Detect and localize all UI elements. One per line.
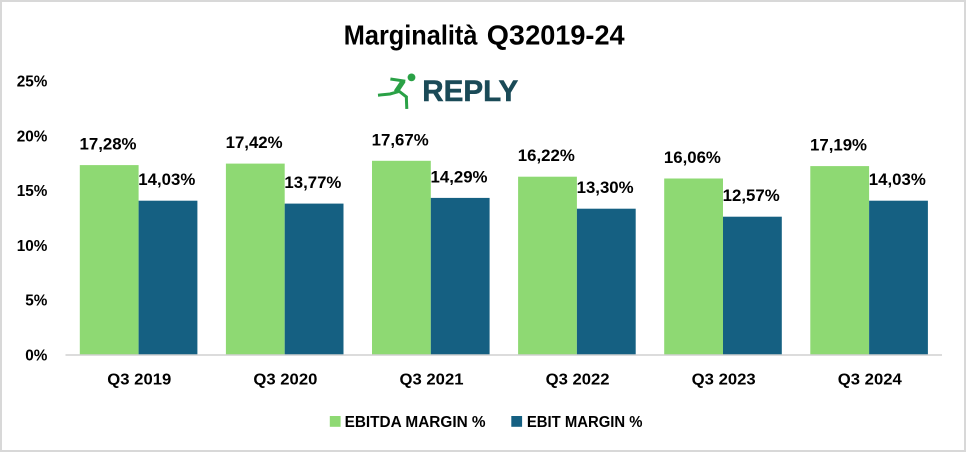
svg-text:EBITDA MARGIN %: EBITDA MARGIN % — [345, 414, 486, 431]
svg-text:10%: 10% — [17, 238, 48, 255]
svg-text:14,29%: 14,29% — [431, 168, 489, 186]
svg-text:5%: 5% — [25, 293, 48, 310]
svg-text:25%: 25% — [17, 74, 48, 91]
svg-text:17,67%: 17,67% — [372, 131, 430, 149]
svg-text:20%: 20% — [17, 128, 48, 145]
svg-text:2019-24: 2019-24 — [525, 19, 625, 50]
svg-text:Q3 2023: Q3 2023 — [692, 371, 756, 388]
svg-text:17,42%: 17,42% — [226, 134, 284, 152]
svg-text:15%: 15% — [17, 183, 48, 200]
svg-text:17,28%: 17,28% — [80, 136, 138, 154]
svg-text:Q3 2021: Q3 2021 — [400, 371, 464, 388]
svg-text:12,57%: 12,57% — [723, 187, 781, 205]
svg-text:16,06%: 16,06% — [664, 149, 722, 167]
svg-text:Q3 2024: Q3 2024 — [838, 371, 902, 388]
svg-text:Marginalità: Marginalità — [344, 19, 478, 50]
svg-text:16,22%: 16,22% — [518, 147, 576, 165]
svg-text:Q3: Q3 — [487, 19, 525, 50]
svg-text:13,77%: 13,77% — [284, 174, 342, 192]
svg-text:Q3 2020: Q3 2020 — [253, 371, 317, 388]
svg-text:13,30%: 13,30% — [577, 179, 635, 197]
svg-text:14,03%: 14,03% — [869, 171, 927, 189]
svg-text:Q3 2022: Q3 2022 — [546, 371, 610, 388]
svg-text:17,19%: 17,19% — [810, 137, 868, 155]
svg-text:0%: 0% — [25, 347, 48, 364]
svg-text:14,03%: 14,03% — [138, 171, 196, 189]
svg-text:Q3 2019: Q3 2019 — [107, 371, 171, 388]
svg-text:EBIT MARGIN %: EBIT MARGIN % — [527, 414, 643, 431]
svg-text:REPLY: REPLY — [422, 75, 518, 108]
